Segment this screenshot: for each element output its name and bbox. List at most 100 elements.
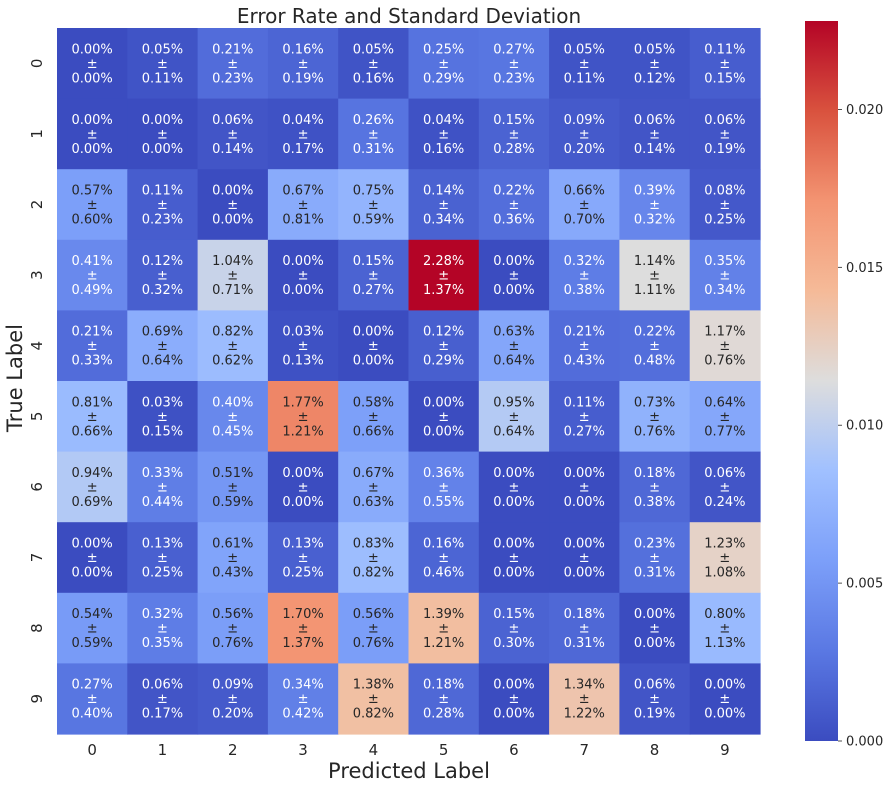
cell-mean-label: 0.00% [71,113,112,128]
y-tick-label: 2 [28,200,46,210]
cell-label: 0.15% ±0.27% [353,254,394,298]
cell-label: 0.61% ±0.43% [212,537,253,581]
cell-label: 0.00% ±0.00% [353,325,394,369]
cell-std-label: 0.82% [353,707,394,722]
cell-separator: ± [368,692,379,707]
heatmap-cell [57,663,128,735]
cell-std-label: 0.66% [71,424,112,439]
cell-label: 0.54% ±0.59% [71,607,112,651]
cell-label: 0.00% ±0.00% [493,466,534,510]
heatmap-cell [408,98,480,170]
cell-std-label: 0.16% [353,71,394,86]
heatmap-cells [57,28,761,735]
colorbar-tick-label: 0.015 [846,261,883,276]
cell-label: 0.40% ±0.45% [212,395,253,439]
cell-mean-label: 0.16% [282,42,323,57]
cell-separator: ± [579,551,590,566]
heatmap-cell [549,522,620,594]
cell-mean-label: 0.00% [71,537,112,552]
cell-separator: ± [298,339,309,354]
cell-mean-label: 0.25% [423,42,464,57]
cell-label: 0.56% ±0.76% [353,607,394,651]
cell-mean-label: 0.67% [282,184,323,199]
cell-separator: ± [227,339,238,354]
cell-separator: ± [157,692,168,707]
cell-label: 2.28% ±1.37% [423,254,464,298]
heatmap-cell [619,169,691,241]
cell-std-label: 0.19% [704,142,745,157]
cell-std-label: 0.64% [493,354,534,369]
cell-separator: ± [719,551,730,566]
heatmap-cell [127,239,199,311]
cell-label: 0.00% ±0.00% [564,537,605,581]
cell-mean-label: 0.03% [282,325,323,340]
cell-separator: ± [508,551,519,566]
cell-mean-label: 0.34% [282,678,323,693]
cell-std-label: 0.16% [423,142,464,157]
colorbar-tick-label: 0.010 [846,419,883,434]
cell-separator: ± [227,198,238,213]
cell-label: 0.21% ±0.43% [564,325,605,369]
x-tick-label: 7 [579,741,589,759]
cell-label: 0.51% ±0.59% [212,466,253,510]
heatmap-cell [127,98,199,170]
heatmap-cell [549,592,620,664]
cell-mean-label: 0.09% [212,678,253,693]
cell-mean-label: 0.12% [142,254,183,269]
cell-std-label: 0.34% [423,213,464,228]
cell-std-label: 0.82% [353,566,394,581]
heatmap-cell [338,98,410,170]
cell-mean-label: 0.32% [564,254,605,269]
cell-mean-label: 0.23% [634,537,675,552]
cell-std-label: 0.00% [634,636,675,651]
heatmap-cell [338,663,410,735]
cell-label: 0.15% ±0.30% [493,607,534,651]
cell-mean-label: 0.27% [493,42,534,57]
cell-separator: ± [368,480,379,495]
cell-std-label: 0.00% [423,424,464,439]
cell-label: 0.32% ±0.38% [564,254,605,298]
cell-mean-label: 0.83% [353,537,394,552]
colorbar [805,21,838,741]
cell-mean-label: 0.18% [423,678,464,693]
heatmap-cell [267,310,339,382]
cell-separator: ± [87,692,98,707]
cell-separator: ± [719,127,730,142]
cell-std-label: 0.32% [634,213,675,228]
heatmap-cell [197,381,269,453]
y-tick-label: 1 [28,129,46,139]
heatmap-cell [267,169,339,241]
cell-std-label: 0.31% [353,142,394,157]
cell-mean-label: 0.36% [423,466,464,481]
cell-label: 1.17% ±0.76% [704,325,745,369]
cell-label: 0.94% ±0.69% [71,466,112,510]
cell-mean-label: 0.00% [493,678,534,693]
cell-std-label: 0.31% [564,636,605,651]
cell-std-label: 0.00% [71,142,112,157]
cell-std-label: 0.23% [142,213,183,228]
heatmap-cell [689,239,761,311]
cell-label: 0.27% ±0.23% [493,42,534,86]
heatmap-cell [338,381,410,453]
y-tick-label: 9 [28,694,46,704]
cell-std-label: 0.29% [423,354,464,369]
cell-mean-label: 0.21% [564,325,605,340]
cell-mean-label: 0.05% [142,42,183,57]
cell-std-label: 0.19% [634,707,675,722]
cell-label: 0.16% ±0.46% [423,537,464,581]
cell-std-label: 0.59% [71,636,112,651]
y-tick-label: 3 [28,270,46,280]
x-tick-label: 5 [439,741,449,759]
cell-separator: ± [227,127,238,142]
heatmap-cell [267,663,339,735]
heatmap-cell [408,310,480,382]
cell-std-label: 0.76% [704,354,745,369]
cell-label: 0.11% ±0.23% [142,184,183,228]
cell-mean-label: 0.06% [142,678,183,693]
cell-label: 0.00% ±0.00% [212,184,253,228]
cell-mean-label: 0.21% [212,42,253,57]
cell-std-label: 0.17% [142,707,183,722]
cell-std-label: 0.00% [282,283,323,298]
cell-std-label: 0.17% [282,142,323,157]
heatmap-cell [549,663,620,735]
